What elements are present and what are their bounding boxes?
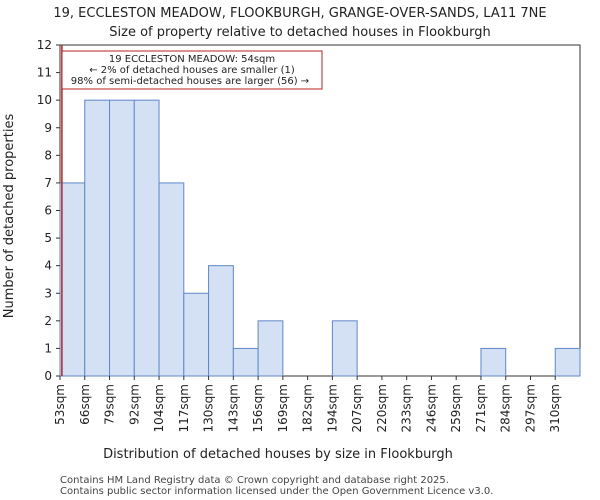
x-tick-label: 194sqm: [325, 384, 339, 432]
y-tick-label: 2: [44, 314, 52, 328]
y-tick-label: 5: [44, 231, 52, 245]
annotation-frame: [61, 50, 323, 90]
bar-143sqm: [232, 347, 259, 377]
y-tick-label: 9: [44, 121, 52, 135]
x-tick-label: 259sqm: [449, 384, 463, 432]
y-tick-label: 1: [44, 341, 52, 355]
annotation-box: 19 ECCLESTON MEADOW: 54sqm ← 2% of detac…: [61, 50, 323, 90]
x-tick-label: 156sqm: [251, 384, 265, 432]
x-tick-label: 284sqm: [499, 384, 513, 432]
bar-104sqm: [158, 182, 185, 377]
annotation-line-1: 19 ECCLESTON MEADOW: 54sqm: [109, 54, 275, 65]
x-ticks: 53sqm 66sqm 79sqm 92sqm 104sqm 117sqm 130sqm 14…: [53, 376, 562, 432]
x-tick-label: 53sqm: [53, 384, 67, 425]
y-tick-label: 8: [44, 148, 52, 162]
x-tick-label: 207sqm: [350, 384, 364, 432]
x-tick-label: 66sqm: [78, 384, 92, 425]
annotation-line-3: 98% of semi-detached houses are larger (…: [71, 76, 309, 87]
y-tick-label: 7: [44, 176, 52, 190]
bar-53sqm: [59, 182, 86, 377]
x-tick-label: 130sqm: [202, 384, 216, 432]
y-tick-label: 12: [37, 38, 52, 52]
x-tick-label: 104sqm: [152, 384, 166, 432]
y-tick-label: 6: [44, 204, 52, 218]
x-tick-label: 92sqm: [127, 384, 141, 425]
y-tick-label: 4: [44, 259, 52, 273]
chart-title: 19, ECCLESTON MEADOW, FLOOKBURGH, GRANGE…: [53, 6, 546, 21]
bar-130sqm: [208, 265, 234, 377]
x-tick-label: 143sqm: [226, 384, 240, 432]
x-tick-label: 117sqm: [177, 384, 191, 432]
x-tick-label: 169sqm: [276, 384, 290, 432]
footer-line-1: Contains HM Land Registry data © Crown c…: [60, 475, 449, 486]
x-tick-label: 220sqm: [375, 384, 389, 432]
x-tick-label: 246sqm: [424, 384, 438, 432]
bar-310sqm: [554, 347, 581, 377]
bar-194sqm: [331, 320, 358, 377]
y-axis-label: Number of detached properties: [2, 114, 17, 319]
y-tick-label: 3: [44, 286, 52, 300]
x-tick-label: 233sqm: [400, 384, 414, 432]
bar-271sqm: [480, 347, 507, 377]
bar-156sqm: [257, 320, 284, 377]
y-tick-label: 11: [37, 66, 52, 80]
bars: [59, 99, 581, 377]
x-tick-label: 310sqm: [548, 384, 562, 432]
bar-66sqm: [84, 99, 111, 377]
chart-subtitle: Size of property relative to detached ho…: [109, 25, 490, 40]
y-tick-label: 0: [44, 369, 52, 383]
x-tick-label: 297sqm: [523, 384, 537, 432]
y-tick-label: 10: [37, 93, 52, 107]
bar-117sqm: [183, 292, 210, 377]
x-tick-label: 182sqm: [301, 384, 315, 432]
footer-line-2: Contains public sector information licen…: [60, 486, 493, 497]
bar-92sqm: [133, 99, 160, 377]
bar-79sqm: [109, 99, 135, 377]
x-axis-label: Distribution of detached houses by size …: [103, 447, 453, 462]
annotation-line-2: ← 2% of detached houses are smaller (1): [89, 65, 295, 76]
x-tick-label: 271sqm: [474, 384, 488, 432]
x-tick-label: 79sqm: [103, 384, 117, 425]
